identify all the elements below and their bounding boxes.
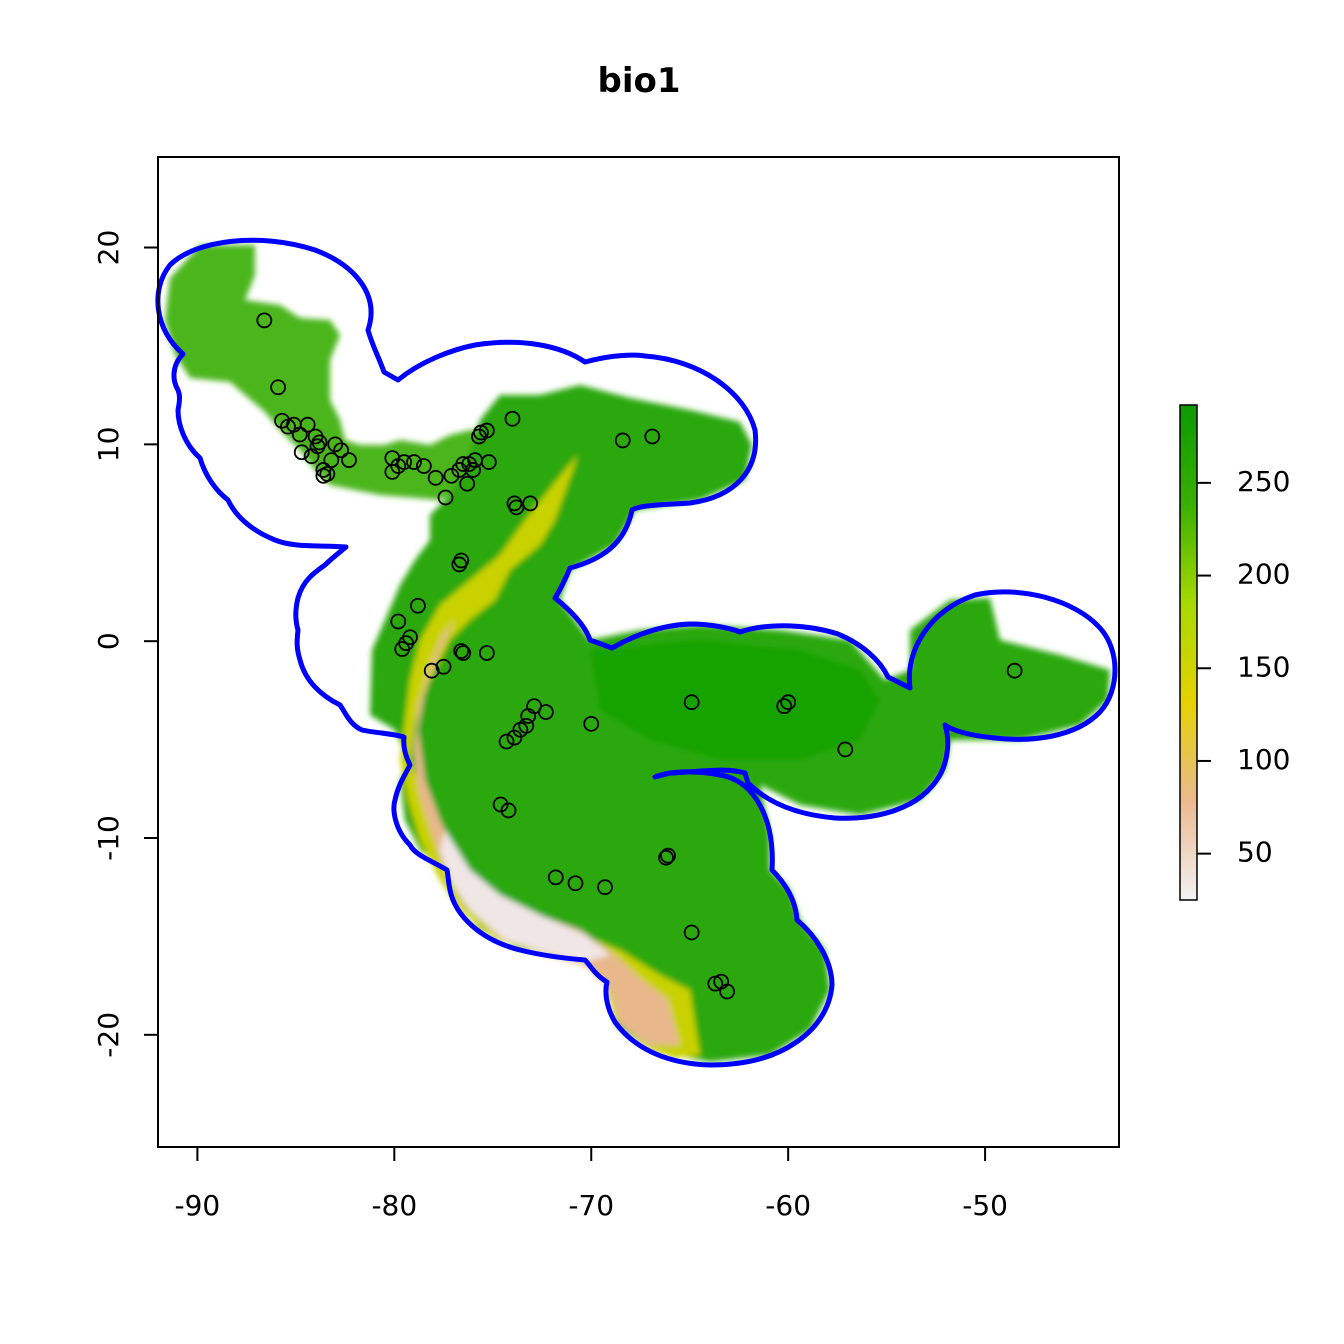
occurrence-point (384, 464, 401, 480)
occurrence-point (427, 469, 444, 486)
occurrence-point (311, 434, 328, 451)
occurrence-point (435, 658, 452, 675)
legend-tick-label: 150 (1237, 650, 1290, 683)
y-axis: 20 10 0 -10 -20 (92, 230, 159, 1058)
legend-ticks: 50 100 150 200 250 (1197, 465, 1290, 869)
raster-central-america (165, 245, 480, 500)
occurrence-point (504, 410, 521, 427)
occurrence-point (480, 454, 497, 470)
occurrence-point (315, 467, 332, 484)
raster-andes-high (414, 620, 680, 1045)
legend-tick-label: 200 (1237, 558, 1290, 591)
occurrence-point (683, 694, 700, 711)
occurrence-point (658, 849, 674, 866)
occurrence-point (506, 729, 523, 746)
raster-amazon-core (590, 640, 880, 760)
buffer-boundaries (155, 237, 1118, 1068)
occurrence-point (256, 312, 273, 329)
legend-colorbar (1179, 404, 1198, 901)
y-tick-label: 20 (92, 230, 125, 266)
legend-tick-label: 250 (1237, 465, 1290, 498)
occurrence-point (443, 467, 460, 484)
occurrence-point (583, 715, 600, 732)
occurrence-point (390, 613, 407, 630)
occurrence-point (719, 983, 736, 1000)
occurrence-point (299, 416, 316, 433)
y-tick-label: 0 (92, 632, 125, 650)
occurrence-point (402, 629, 418, 646)
occurrence-point (780, 694, 797, 711)
occurrence-point (1006, 662, 1023, 679)
occurrence-point (614, 432, 631, 449)
occurrence-point (478, 422, 495, 439)
occurrence-point (683, 924, 700, 941)
occurrence-point (406, 454, 422, 470)
occurrence-point (500, 802, 517, 819)
occurrence-point (315, 462, 332, 478)
occurrence-point (776, 698, 793, 715)
occurrence-point (270, 379, 287, 396)
x-tick-label: -90 (175, 1189, 221, 1222)
occurrence-point (437, 489, 454, 506)
raster-andes-peaks (440, 830, 610, 962)
x-tick-label: -80 (371, 1189, 417, 1222)
occurrence-point (455, 645, 472, 661)
x-tick-label: -70 (568, 1189, 614, 1222)
occurrence-point (567, 875, 584, 892)
occurrence-point (451, 556, 468, 573)
occurrence-point (323, 452, 340, 469)
occurrence-point (597, 879, 613, 896)
occurrence-point (453, 643, 470, 659)
y-tick-label: 10 (92, 427, 125, 463)
occurrence-point (498, 733, 515, 750)
raster-layer (165, 245, 1110, 1062)
occurrence-point (538, 704, 554, 720)
occurrence-point (644, 428, 661, 445)
legend-tick-label: 50 (1237, 836, 1273, 869)
map-title: bio1 (597, 61, 680, 101)
occurrence-points (256, 312, 1023, 1000)
y-tick-label: -10 (92, 815, 125, 861)
occurrence-point (478, 645, 495, 661)
occurrence-point (396, 454, 413, 470)
y-tick-label: -20 (92, 1012, 125, 1058)
occurrence-point (547, 869, 564, 886)
x-axis: -90 -80 -70 -60 -50 (175, 1146, 1008, 1222)
legend-tick-label: 100 (1237, 743, 1290, 776)
occurrence-point (327, 436, 344, 453)
occurrence-point (522, 495, 539, 512)
x-tick-label: -50 (962, 1189, 1008, 1222)
occurrence-point (293, 444, 310, 461)
occurrence-point (660, 847, 676, 864)
buffer-central-america (155, 237, 1118, 1068)
occurrence-point (837, 741, 854, 758)
color-legend: 50 100 150 200 250 (1179, 404, 1290, 901)
occurrence-point (333, 442, 350, 459)
occurrence-point (410, 597, 426, 614)
occurrence-point (291, 426, 308, 443)
occurrence-point (415, 458, 432, 474)
occurrence-point (518, 717, 535, 734)
occurrence-point (341, 452, 357, 469)
occurrence-point (465, 462, 481, 478)
occurrence-point (492, 796, 509, 813)
occurrence-point (459, 475, 476, 492)
x-tick-label: -60 (765, 1189, 811, 1222)
